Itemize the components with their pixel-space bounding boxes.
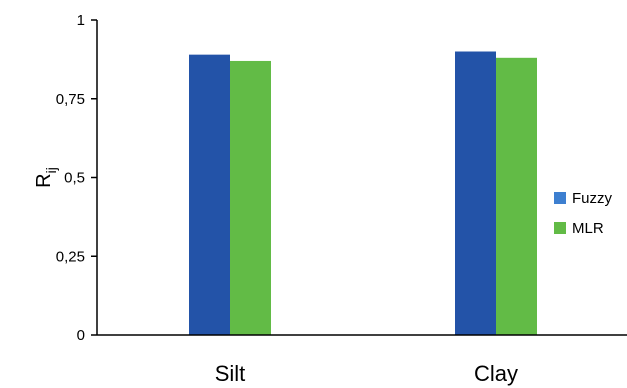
x-category-label: Silt — [215, 361, 246, 386]
y-ticks-group: 0 0,25 0,5 0,75 1 — [56, 12, 97, 344]
plot-area: 0 0,25 0,5 0,75 1 Silt Clay — [56, 12, 627, 386]
x-category-label: Clay — [474, 361, 518, 386]
bar-fuzzy-silt — [189, 54, 230, 336]
y-tick-label: 0,25 — [56, 248, 85, 265]
bar-mlr-clay — [496, 57, 537, 336]
legend: Fuzzy MLR — [554, 190, 613, 237]
y-axis-label-main: R — [33, 173, 55, 187]
y-tick-label: 0,75 — [56, 91, 85, 108]
x-labels-group: Silt Clay — [215, 361, 518, 386]
bars-group — [189, 51, 537, 336]
legend-label-fuzzy: Fuzzy — [572, 190, 613, 207]
legend-label-mlr: MLR — [572, 220, 604, 237]
legend-swatch-fuzzy — [554, 192, 566, 204]
y-axis-label-subscript: ij — [43, 167, 59, 173]
bar-fuzzy-clay — [455, 51, 496, 335]
y-tick-label: 1 — [77, 12, 85, 29]
bar-mlr-silt — [230, 60, 271, 335]
legend-swatch-mlr — [554, 222, 566, 234]
y-axis-label: Rij — [33, 167, 59, 188]
y-tick-label: 0 — [77, 327, 85, 344]
y-tick-label: 0,5 — [64, 170, 85, 187]
